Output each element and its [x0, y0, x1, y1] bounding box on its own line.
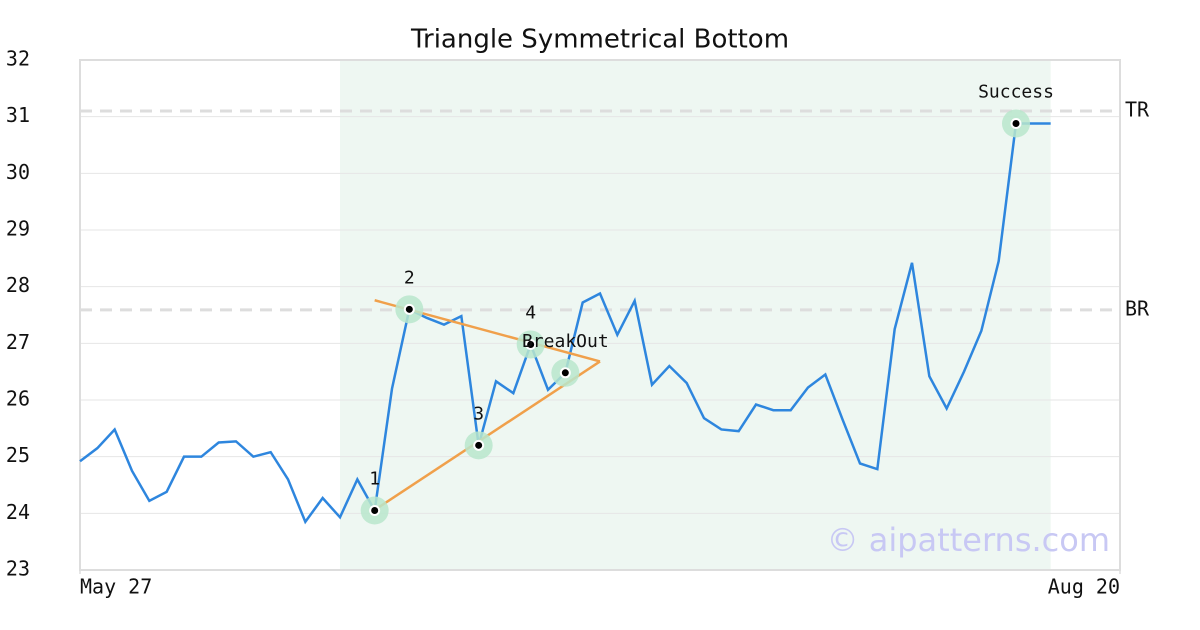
point-label: 3: [473, 403, 484, 424]
y-tick-label: 26: [6, 387, 30, 411]
level-label: TR: [1125, 98, 1150, 122]
point-label: BreakOut: [522, 331, 609, 352]
y-tick-label: 23: [6, 557, 30, 581]
y-tick-label: 28: [6, 273, 30, 297]
y-tick-label: 27: [6, 330, 30, 354]
pattern-point: [369, 505, 381, 516]
point-label: 4: [525, 302, 536, 323]
pattern-point: [403, 303, 415, 315]
pattern-point: [525, 338, 537, 350]
y-tick-label: 29: [6, 217, 30, 241]
y-tick-label: 30: [6, 160, 30, 184]
pattern-point: [1010, 117, 1022, 129]
chart-title: Triangle Symmetrical Bottom: [410, 25, 789, 55]
level-label: BR: [1125, 296, 1150, 320]
pattern-point: [473, 439, 485, 451]
watermark: © aipatterns.com: [827, 521, 1110, 559]
pattern-point: [559, 367, 571, 379]
x-tick-label: May 27: [80, 575, 152, 599]
x-tick-label: Aug 20: [1048, 575, 1120, 599]
point-label: 2: [404, 267, 415, 288]
plot-frame: [79, 59, 1121, 571]
y-tick-label: 25: [6, 443, 30, 467]
y-tick-label: 24: [6, 500, 30, 524]
point-label: 1: [369, 469, 380, 490]
shaded-region: [340, 60, 1051, 570]
point-label: Success: [978, 81, 1054, 102]
y-tick-label: 31: [6, 103, 30, 127]
y-tick-label: 32: [6, 47, 30, 71]
